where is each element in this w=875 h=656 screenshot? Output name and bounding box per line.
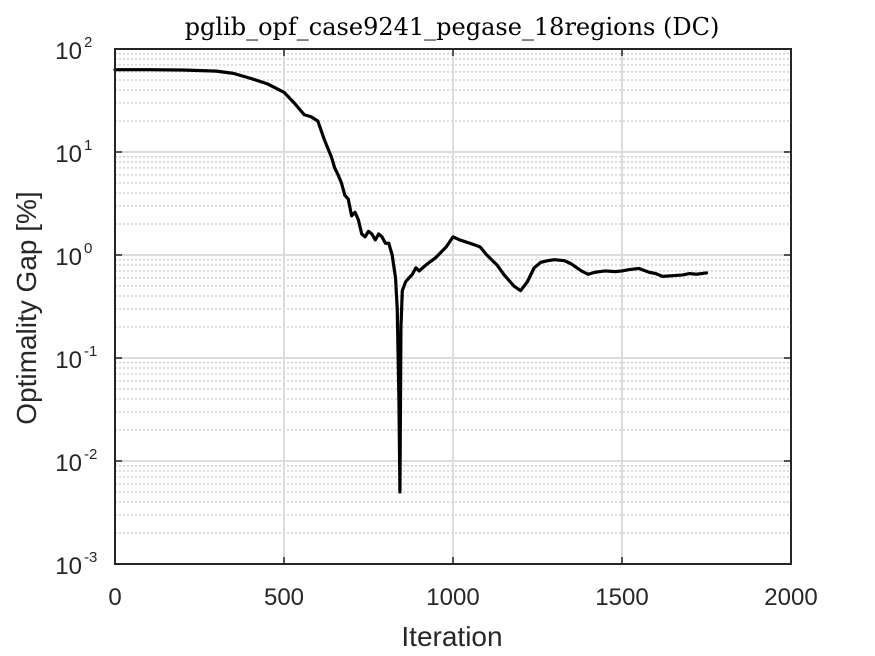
- y-tick-label: 10: [55, 450, 82, 477]
- series-layer: [113, 68, 709, 494]
- y-tick-exponent: 1: [84, 137, 92, 154]
- x-axis-label: Iteration: [401, 621, 502, 652]
- y-tick-exponent: -2: [84, 446, 97, 463]
- y-tick-label: 10: [55, 141, 82, 168]
- y-tick-exponent: 0: [84, 240, 92, 257]
- x-axis-ticks: 0 500 1000 1500 2000: [108, 49, 818, 611]
- y-tick-label: 10: [55, 347, 82, 374]
- y-tick-exponent: 2: [84, 34, 92, 51]
- y-axis-label: Optimality Gap [%]: [11, 191, 42, 424]
- y-tick-label: 10: [55, 553, 82, 580]
- chart-title: pglib_opf_case9241_pegase_18regions (DC): [185, 13, 720, 41]
- x-tick-label: 500: [264, 584, 304, 611]
- series-line: [113, 68, 709, 494]
- major-grid: [115, 49, 791, 564]
- x-tick-label: 1500: [595, 584, 648, 611]
- y-tick-exponent: -1: [84, 343, 97, 360]
- x-tick-label: 0: [108, 584, 121, 611]
- y-tick-exponent: -3: [84, 549, 97, 566]
- y-tick-label: 10: [55, 244, 82, 271]
- x-tick-label: 2000: [764, 584, 817, 611]
- x-tick-label: 1000: [426, 584, 479, 611]
- y-tick-label: 10: [55, 38, 82, 65]
